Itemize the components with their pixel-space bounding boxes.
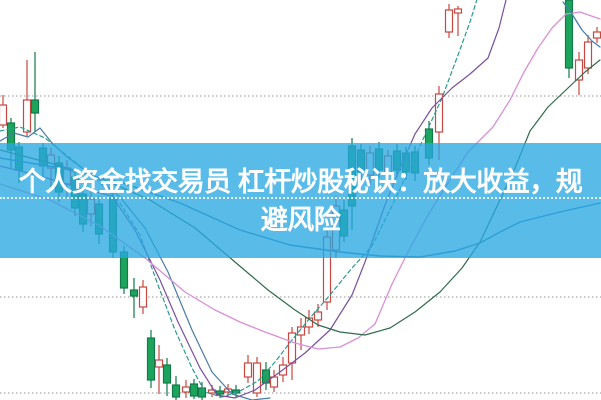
candle-body xyxy=(296,326,306,336)
candle-body xyxy=(197,387,207,398)
candle xyxy=(304,310,314,334)
candle-body xyxy=(181,386,191,393)
candle-body xyxy=(129,289,139,297)
candle xyxy=(243,355,253,383)
banner-text-line-2: 避风险 xyxy=(260,205,341,235)
candle xyxy=(583,35,593,74)
candle xyxy=(313,304,323,327)
candle-body xyxy=(231,389,241,394)
candle xyxy=(189,379,199,399)
ma-pink xyxy=(0,11,601,350)
candle xyxy=(261,362,271,390)
candle xyxy=(231,385,241,398)
banner-text-line-1: 个人资金找交易员 杠杆炒股秘诀：放大收益，规 xyxy=(18,167,583,197)
grid-lines xyxy=(0,95,601,394)
candle-body xyxy=(261,369,271,384)
candle xyxy=(444,4,454,38)
promo-banner: 个人资金找交易员 杠杆炒股秘诀：放大收益，规 避风险 xyxy=(0,143,601,258)
candle-body xyxy=(243,362,253,378)
candle-body xyxy=(22,99,32,133)
candle-body xyxy=(146,337,156,381)
candle-body xyxy=(304,317,314,328)
candle xyxy=(574,52,584,95)
candle-body xyxy=(162,364,172,384)
candle xyxy=(171,376,181,400)
candle-body xyxy=(564,0,574,69)
candle-body xyxy=(313,311,323,321)
candle-body xyxy=(444,9,454,33)
candle xyxy=(0,95,8,128)
candle xyxy=(22,60,32,136)
candle xyxy=(129,278,139,318)
candle xyxy=(30,52,40,132)
candle xyxy=(146,330,156,388)
candle xyxy=(252,357,262,397)
banner-gridline xyxy=(0,197,601,199)
candle xyxy=(181,380,191,398)
candle xyxy=(154,345,164,394)
candle-body xyxy=(574,59,584,81)
candle-body xyxy=(171,384,181,398)
candle-body xyxy=(592,31,601,39)
candle xyxy=(197,382,207,400)
candle-body xyxy=(0,104,8,126)
candle-body xyxy=(583,41,593,69)
candle xyxy=(564,0,574,78)
candle-body xyxy=(453,8,463,14)
candle xyxy=(453,6,463,36)
ma-blue-short-descender xyxy=(562,1,601,48)
candle xyxy=(162,358,172,396)
candle xyxy=(138,280,148,314)
candle-body xyxy=(138,286,148,308)
candle-body xyxy=(30,99,40,114)
candle-body xyxy=(154,359,164,368)
candle-body xyxy=(215,390,225,395)
candle-body xyxy=(189,383,199,397)
